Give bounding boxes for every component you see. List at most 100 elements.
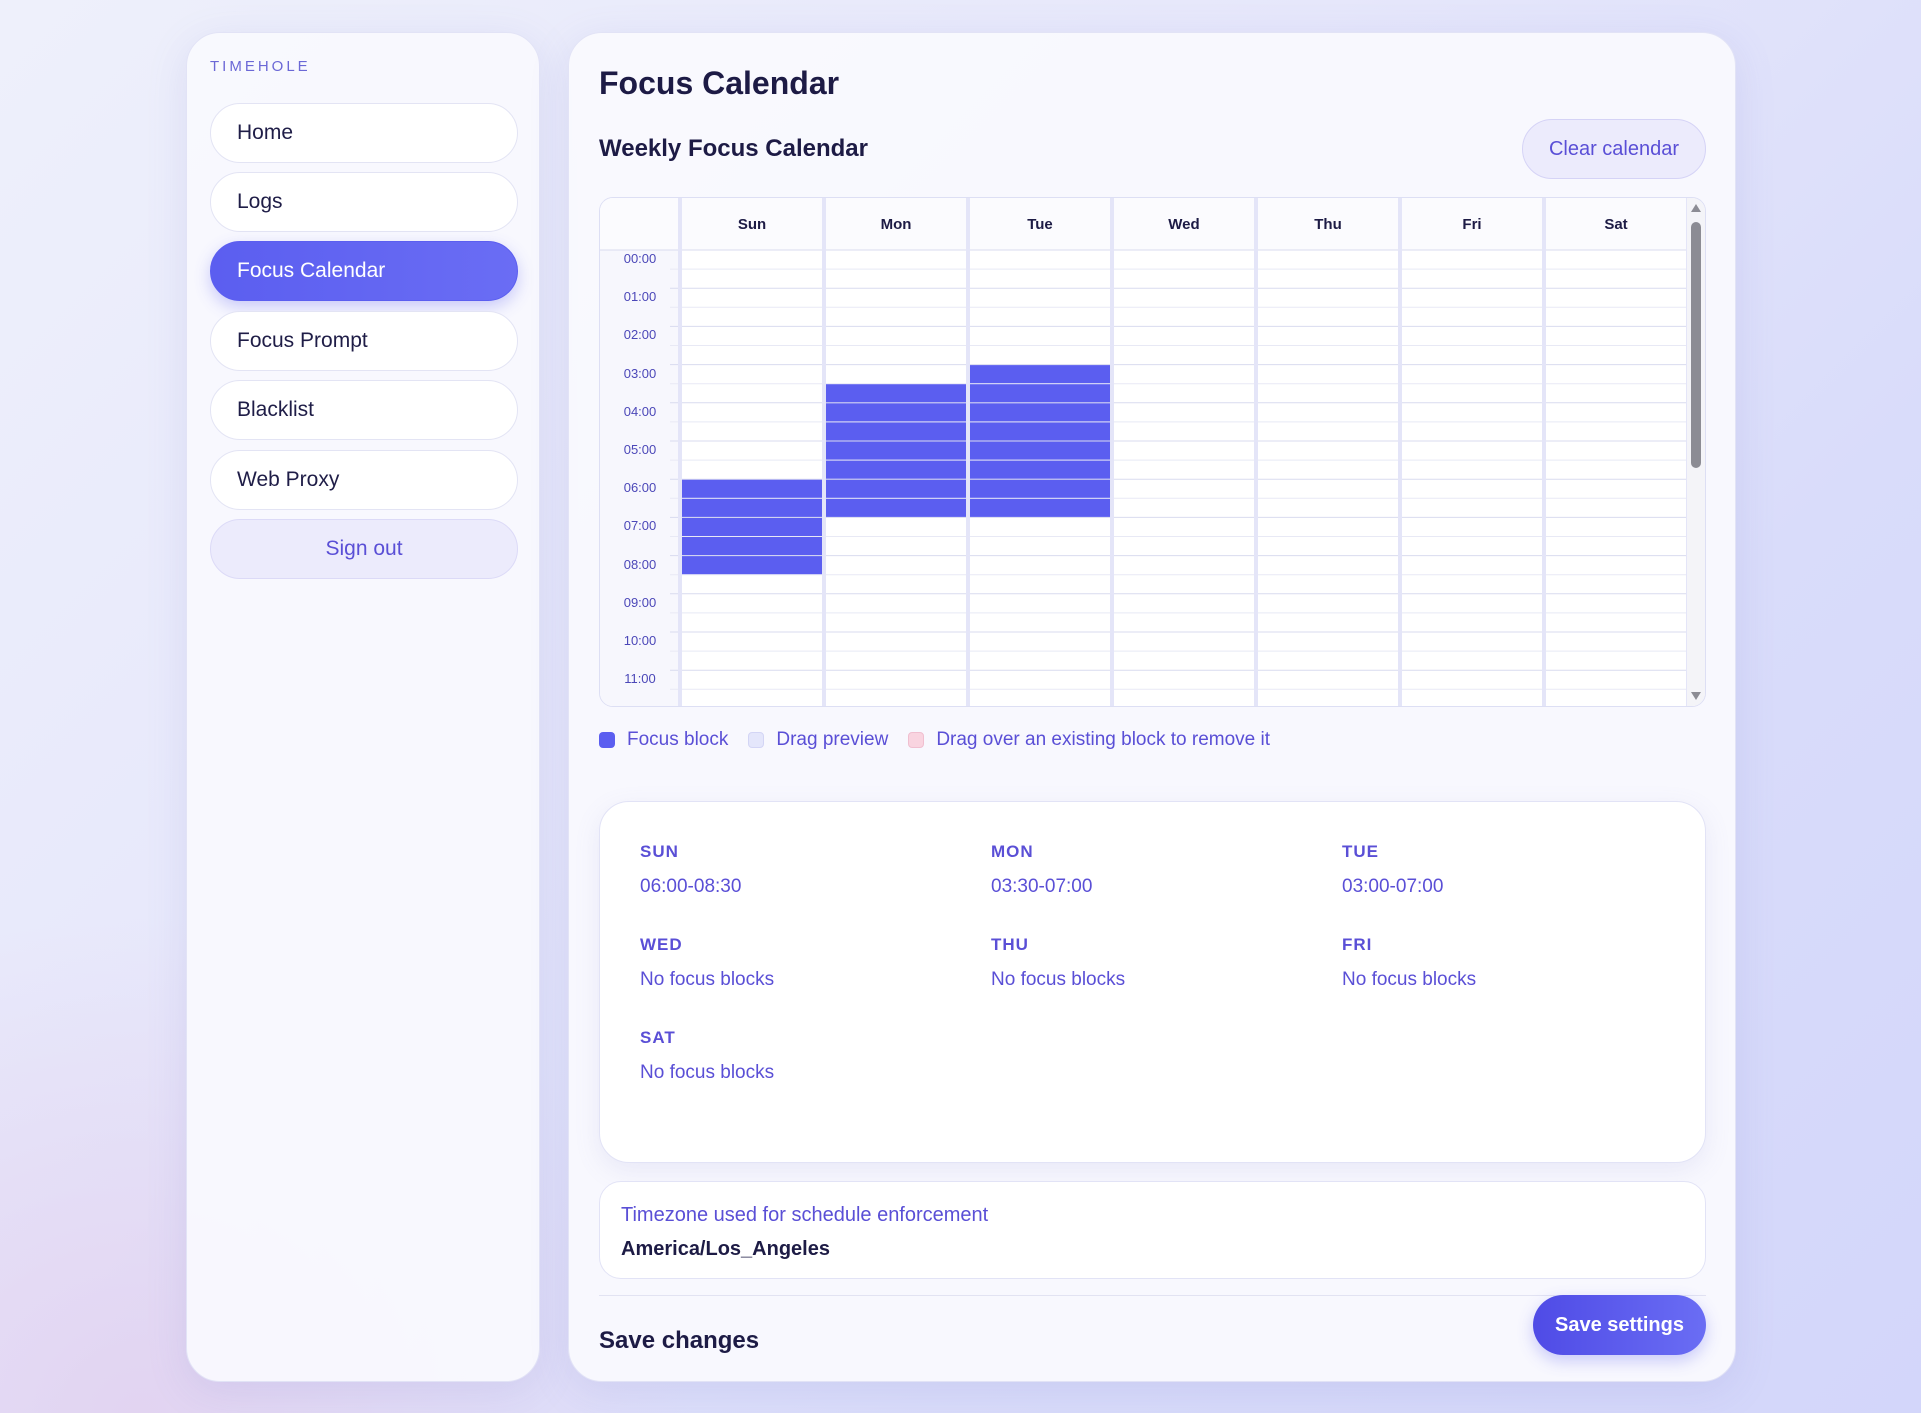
day-header-mon: Mon	[880, 215, 912, 233]
focus-block-slot[interactable]	[970, 403, 1110, 422]
hour-label: 07:00	[623, 518, 657, 534]
focus-block-slot[interactable]	[826, 460, 966, 479]
focus-summary-card: SUN 06:00-08:30 MON 03:30-07:00 TUE 03:0…	[599, 801, 1706, 1163]
summary-day-value: 06:00-08:30	[640, 876, 742, 897]
scroll-up-arrow-icon[interactable]	[1691, 204, 1701, 212]
summary-sun: SUN 06:00-08:30	[640, 842, 741, 898]
legend-drag-remove-label: Drag over an existing block to remove it	[936, 729, 1271, 750]
focus-block-swatch-icon	[599, 732, 615, 748]
summary-tue: TUE 03:00-07:00	[1342, 842, 1443, 898]
divider	[599, 1295, 1706, 1296]
day-header-tue: Tue	[1027, 215, 1053, 233]
hour-label: 05:00	[623, 442, 657, 457]
summary-day-label: TUE	[1342, 842, 1379, 861]
header-row-bg	[600, 198, 1689, 250]
save-settings-button[interactable]: Save settings	[1533, 1295, 1706, 1355]
hour-label: 01:00	[623, 289, 657, 305]
day-column-separator	[678, 198, 682, 706]
nav-item-blacklist[interactable]: Blacklist	[210, 380, 518, 440]
summary-day-label: MON	[991, 842, 1034, 861]
legend-focus-block: Focus block	[599, 729, 728, 751]
day-column-separator	[1542, 198, 1546, 706]
weekly-calendar-grid[interactable]: Sun Mon Tue Wed Thu Fri Sat 00:00 01:00 02:00 03:0…	[599, 197, 1706, 707]
nav-item-logs[interactable]: Logs	[210, 172, 518, 232]
focus-block-slot[interactable]	[970, 441, 1110, 460]
summary-day-value: No focus blocks	[640, 1062, 775, 1083]
focus-block-slot[interactable]	[826, 479, 966, 498]
timezone-value: America/Los_Angeles	[621, 1238, 830, 1260]
save-changes-label: Save changes	[599, 1327, 760, 1354]
focus-block-slot[interactable]	[970, 460, 1110, 479]
nav-item-focus-calendar[interactable]: Focus Calendar	[210, 241, 518, 301]
focus-block-slot[interactable]	[970, 384, 1110, 403]
sign-out-button[interactable]: Sign out	[210, 519, 518, 579]
summary-sat: SAT No focus blocks	[640, 1028, 774, 1084]
summary-day-value: 03:30-07:00	[991, 876, 1093, 897]
hour-label: 00:00	[623, 251, 657, 266]
focus-block-slot[interactable]	[682, 498, 822, 517]
summary-day-value: No focus blocks	[1342, 969, 1477, 990]
summary-day-label: SAT	[640, 1028, 676, 1047]
focus-block-slot[interactable]	[682, 556, 822, 575]
clear-calendar-button[interactable]: Clear calendar	[1522, 119, 1706, 179]
hour-label: 09:00	[623, 594, 657, 610]
focus-block-slot[interactable]	[826, 498, 966, 517]
hour-label: 02:00	[623, 327, 657, 343]
day-column-separator	[966, 198, 970, 706]
summary-fri: FRI No focus blocks	[1342, 935, 1476, 991]
nav-item-home[interactable]: Home	[210, 103, 518, 163]
timezone-box: Timezone used for schedule enforcement A…	[599, 1181, 1706, 1279]
focus-block-slot[interactable]	[682, 537, 822, 556]
summary-day-value: 03:00-07:00	[1342, 876, 1444, 897]
drag-remove-swatch-icon	[908, 732, 925, 748]
hour-label: 08:00	[623, 556, 657, 572]
day-column-separator	[1254, 198, 1258, 706]
day-header-thu: Thu	[1314, 215, 1342, 233]
focus-block-slot[interactable]	[826, 441, 966, 460]
calendar-grid-lines[interactable]	[600, 198, 1689, 707]
summary-mon: MON 03:30-07:00	[991, 842, 1092, 898]
day-column-separator	[822, 198, 826, 706]
hour-label: 04:00	[623, 403, 657, 419]
legend-drag-remove: Drag over an existing block to remove it	[908, 729, 1270, 751]
hour-label: 10:00	[623, 633, 657, 648]
day-header-sat: Sat	[1604, 215, 1628, 233]
day-column-separator	[1398, 198, 1402, 706]
summary-day-label: SUN	[640, 842, 679, 861]
section-title: Weekly Focus Calendar	[599, 135, 868, 162]
summary-day-value: No focus blocks	[991, 969, 1126, 990]
hour-label: 11:00	[624, 671, 656, 687]
time-column-bg	[600, 198, 680, 706]
page-title: Focus Calendar	[599, 65, 840, 101]
summary-thu: THU No focus blocks	[991, 935, 1125, 991]
focus-block-slot[interactable]	[682, 479, 822, 498]
timezone-label: Timezone used for schedule enforcement	[621, 1204, 989, 1226]
scrollbar-thumb[interactable]	[1691, 222, 1701, 468]
brand-logo: TIMEHOLE	[210, 58, 311, 75]
scroll-down-arrow-icon[interactable]	[1691, 692, 1701, 700]
focus-block-slot[interactable]	[826, 384, 966, 403]
legend-drag-preview: Drag preview	[748, 729, 888, 751]
summary-day-label: THU	[991, 935, 1029, 954]
focus-block-slot[interactable]	[826, 422, 966, 441]
calendar-scrollbar[interactable]	[1687, 198, 1705, 706]
calendar-legend: Focus block Drag preview Drag over an ex…	[599, 729, 1290, 751]
legend-focus-block-label: Focus block	[627, 729, 729, 750]
focus-block-slot[interactable]	[682, 517, 822, 536]
focus-block-slot[interactable]	[970, 422, 1110, 441]
focus-block-slot[interactable]	[970, 365, 1110, 384]
hour-label: 06:00	[623, 480, 657, 496]
day-header-wed: Wed	[1168, 215, 1200, 233]
day-header-sun: Sun	[737, 215, 767, 233]
nav-item-web-proxy[interactable]: Web Proxy	[210, 450, 518, 510]
sidebar: TIMEHOLE Home Logs Focus Calendar Focus …	[186, 32, 540, 1382]
hour-label: 03:00	[623, 365, 657, 381]
nav-item-focus-prompt[interactable]: Focus Prompt	[210, 311, 518, 371]
focus-block-slot[interactable]	[970, 479, 1110, 498]
focus-block-slot[interactable]	[826, 403, 966, 422]
drag-preview-swatch-icon	[748, 732, 765, 748]
day-column-separator	[1110, 198, 1114, 706]
legend-drag-preview-label: Drag preview	[776, 729, 889, 750]
summary-day-label: FRI	[1342, 935, 1373, 954]
focus-block-slot[interactable]	[970, 498, 1110, 517]
